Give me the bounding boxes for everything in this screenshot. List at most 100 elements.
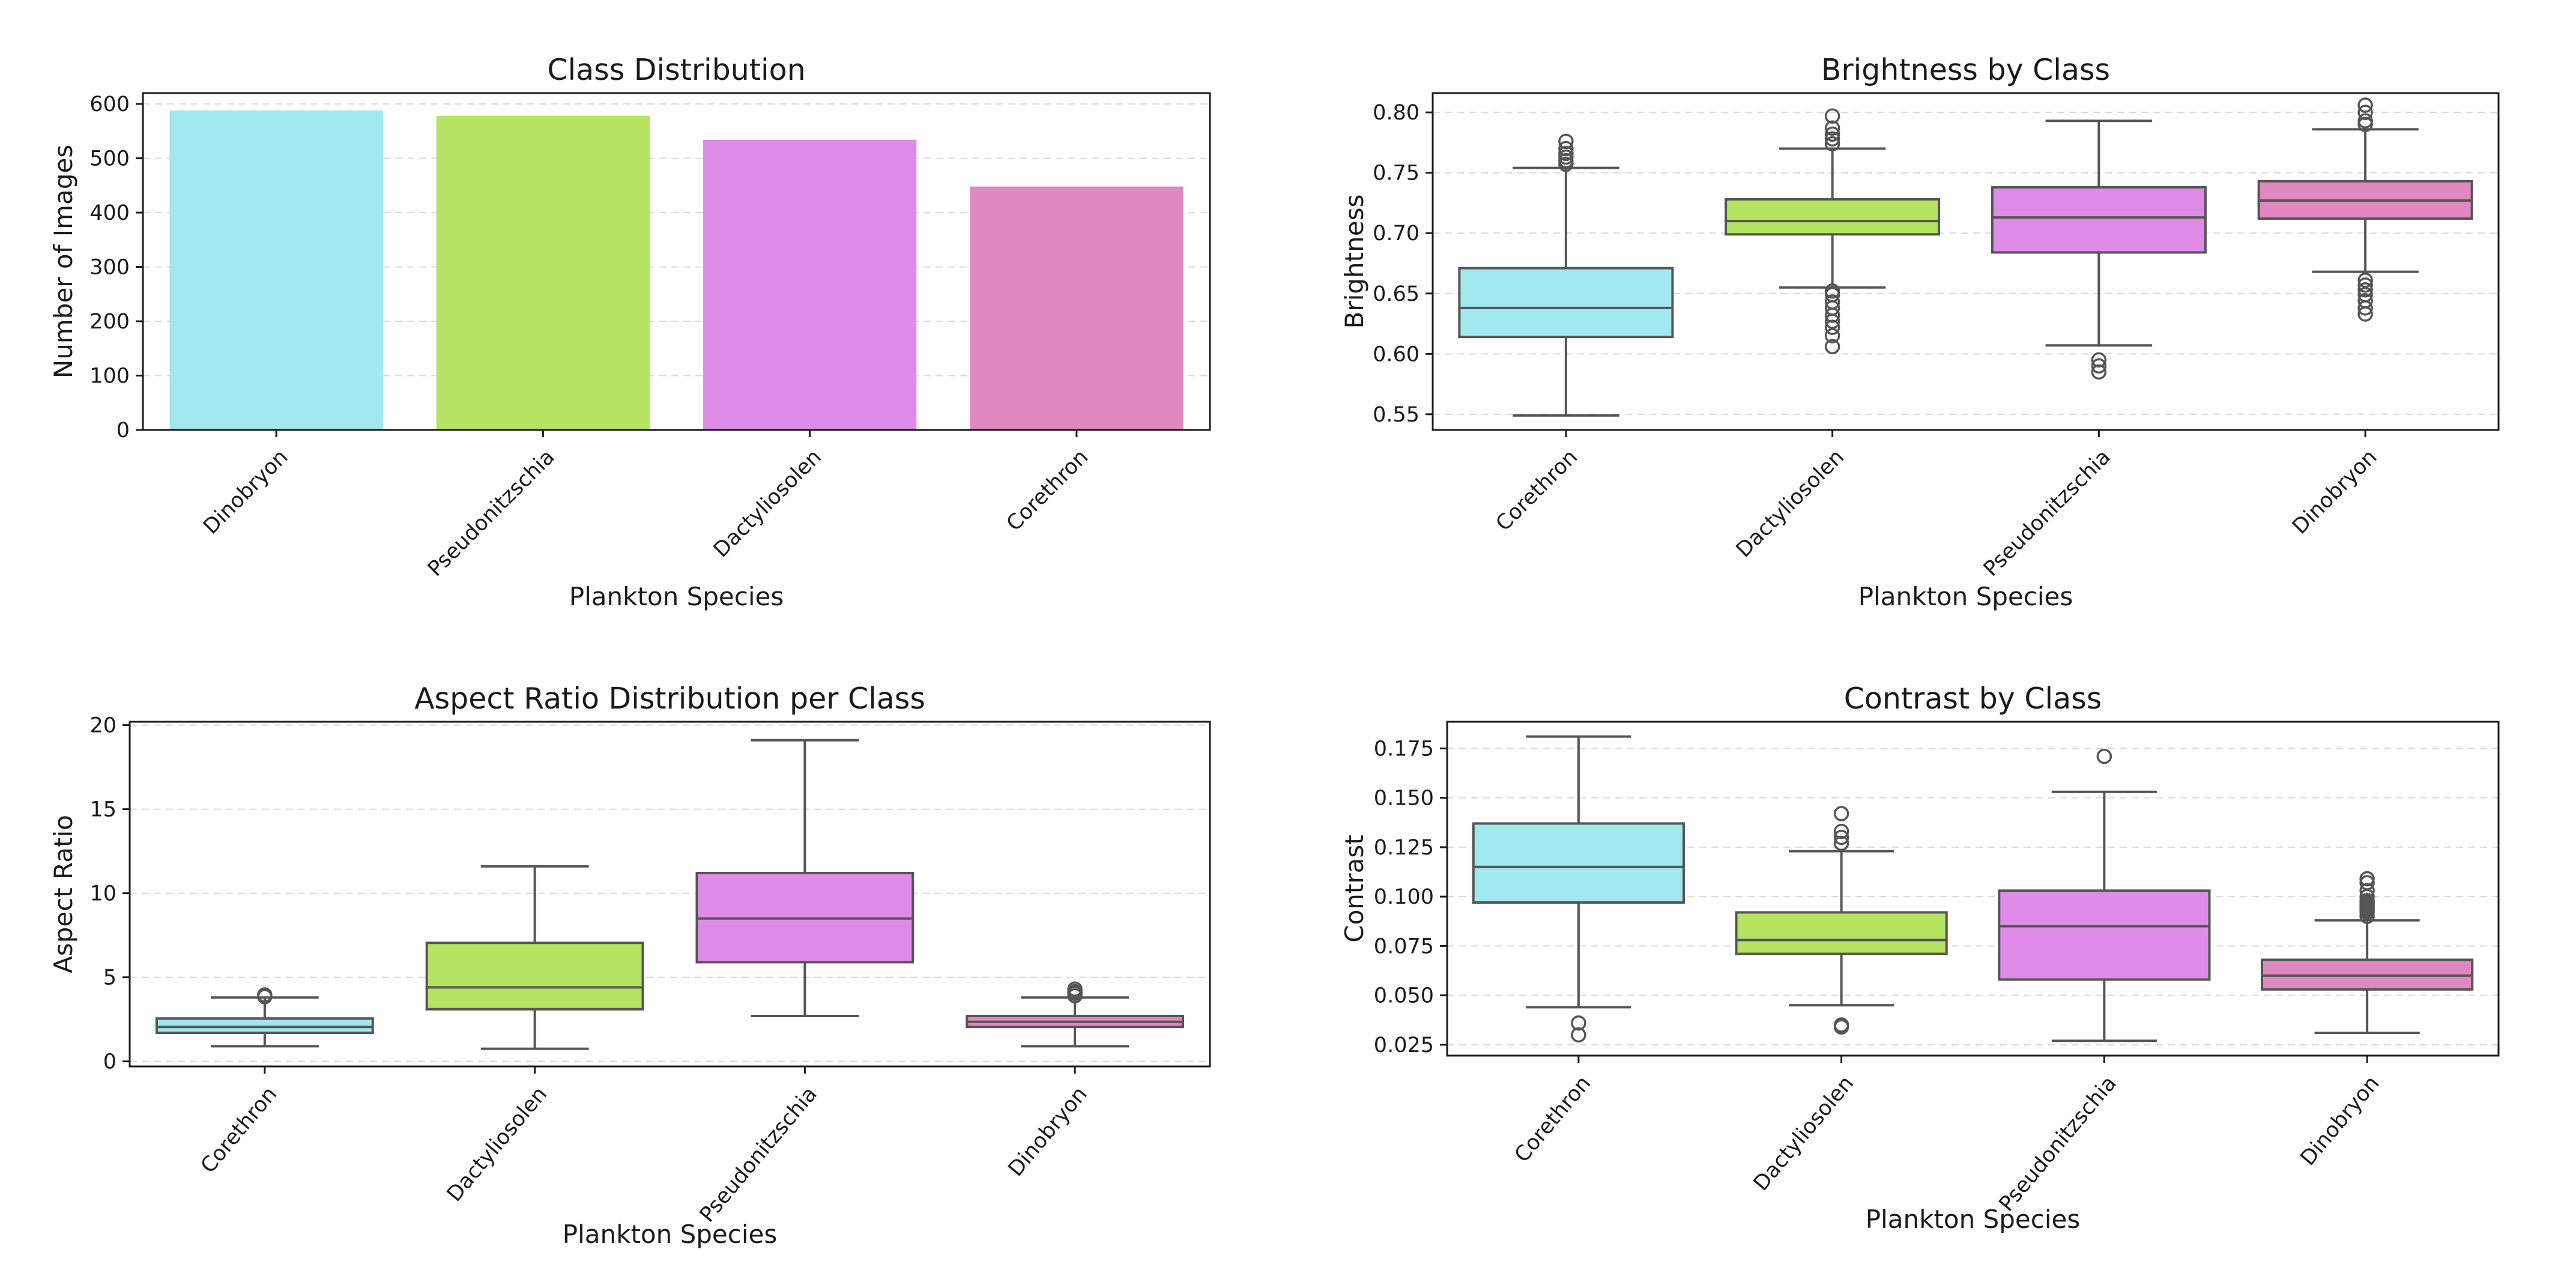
outlier-point [2357,272,2373,288]
x-tick-label: Dactyliosolen [1732,445,1849,562]
box-corethron [1458,133,1674,417]
outlier-point [1824,319,1840,335]
y-axis-label: Contrast [1340,835,1369,942]
box-pseudonitzschia [695,739,915,1017]
chart-title: Class Distribution [547,53,805,87]
y-tick-label: 0 [103,1050,116,1074]
outlier-point [2357,287,2373,303]
x-tick-label: Pseudonitzschia [1995,1072,2121,1217]
box-corethron [155,987,374,1048]
x-tick-label: Corethron [1510,1072,1596,1167]
y-tick-label: 0.075 [1374,934,1434,958]
y-tick-label: 500 [89,147,130,171]
outlier-point [2359,892,2375,909]
bar-pseudonitzschia [436,116,650,430]
outlier-point [1558,145,1574,162]
box-pseudonitzschia [1991,119,2207,380]
x-tick-label: Dactyliosolen [1749,1072,1858,1196]
y-tick-label: 0.55 [1373,403,1420,427]
y-tick-label: 20 [89,714,116,738]
x-tick-label: Pseudonitzschia [695,1083,822,1227]
x-tick-label: Dinobryon [1004,1083,1092,1182]
outlier-point [2359,871,2375,887]
y-tick-label: 0 [116,419,130,443]
outlier-point [2091,364,2107,380]
x-tick-label: Pseudonitzschia [1979,445,2115,581]
outlier-point [2357,277,2373,293]
outlier-point [257,987,273,1003]
class-distribution-chart: 0 100 200 300 400 500 600 Dinobryon Pseudonitzsc… [49,53,1211,611]
outlier-point [1824,294,1840,310]
outlier-point [1571,1027,1586,1043]
y-tick-label: 0.150 [1374,787,1434,811]
iqr-box [1991,186,2207,254]
bar-dactyliosolen [703,139,917,430]
outlier-point [1833,1017,1849,1033]
plot-frame [142,92,1211,431]
iqr-box [1725,198,1941,236]
y-tick-label: 0.60 [1373,342,1420,366]
box-dactyliosolen [425,865,644,1050]
outlier-point [2357,293,2373,309]
x-axis-label: Plankton Species [563,1220,777,1249]
iqr-box [1472,822,1685,904]
outlier-point [2096,748,2112,764]
outlier-point [1824,328,1840,343]
box-dinobryon [2261,871,2474,1035]
outlier-point [1824,339,1840,355]
y-tick-label: 100 [89,364,130,389]
box-corethron [1472,735,1685,1043]
outlier-point [2359,883,2375,899]
y-tick-label: 0.050 [1374,984,1434,1008]
x-tick-label: Dactyliosolen [443,1083,552,1207]
x-axis-label: Plankton Species [569,582,784,611]
y-tick-label: 0.70 [1373,222,1420,246]
bar-dinobryon [169,110,383,430]
iqr-box [425,942,644,1011]
x-tick-label: Dactyliosolen [709,445,826,562]
x-tick-label: Corethron [1002,445,1093,536]
x-tick-label: Dinobryon [199,445,292,539]
aspect-ratio-distribution-chart: 0 5 10 15 20 Corethron Dactyliosolen Pseudonitz… [49,682,1211,1249]
box-dinobryon [2257,97,2473,322]
outlier-point [1833,829,1849,845]
iqr-box [1458,267,1674,339]
outlier-point [1824,136,1840,152]
box-dactyliosolen [1725,108,1941,355]
y-tick-label: 0.175 [1374,737,1434,761]
outlier-point [1558,141,1574,157]
x-axis-label: Plankton Species [1858,582,2073,611]
outlier-point [1833,823,1849,839]
outlier-point [2357,104,2373,120]
outlier-point [2359,875,2375,890]
contrast-by-class-chart: 0.025 0.050 0.075 0.100 0.125 0.150 0.175 Coret… [1340,682,2500,1234]
y-tick-label: 600 [89,92,130,116]
x-tick-label: Corethron [1492,445,1582,536]
y-tick-label: 10 [89,882,116,906]
box-dinobryon [966,981,1185,1048]
outlier-point [1571,1015,1586,1031]
y-tick-label: 5 [103,966,116,990]
outlier-point [2091,352,2107,368]
plot-frame [128,721,1211,1068]
outlier-point [1824,283,1840,299]
plot-frame [1446,721,2500,1057]
outlier-point [1824,108,1840,124]
outlier-point [2357,113,2373,128]
y-tick-label: 0.80 [1373,101,1420,125]
chart-title: Contrast by Class [1844,682,2102,716]
outlier-point [2091,358,2107,374]
x-axis-label: Plankton Species [1866,1205,2080,1234]
outlier-point [1824,120,1840,136]
outlier-point [1558,133,1574,150]
box-dactyliosolen [1735,806,1948,1035]
y-tick-label: 400 [89,201,130,225]
bar-corethron [970,186,1184,430]
outlier-point [1833,835,1849,851]
y-tick-label: 0.100 [1374,885,1434,909]
plot-frame [1432,92,2500,431]
y-tick-label: 300 [89,256,130,280]
x-tick-label: Corethron [196,1083,282,1178]
chart-title: Aspect Ratio Distribution per Class [414,682,925,716]
